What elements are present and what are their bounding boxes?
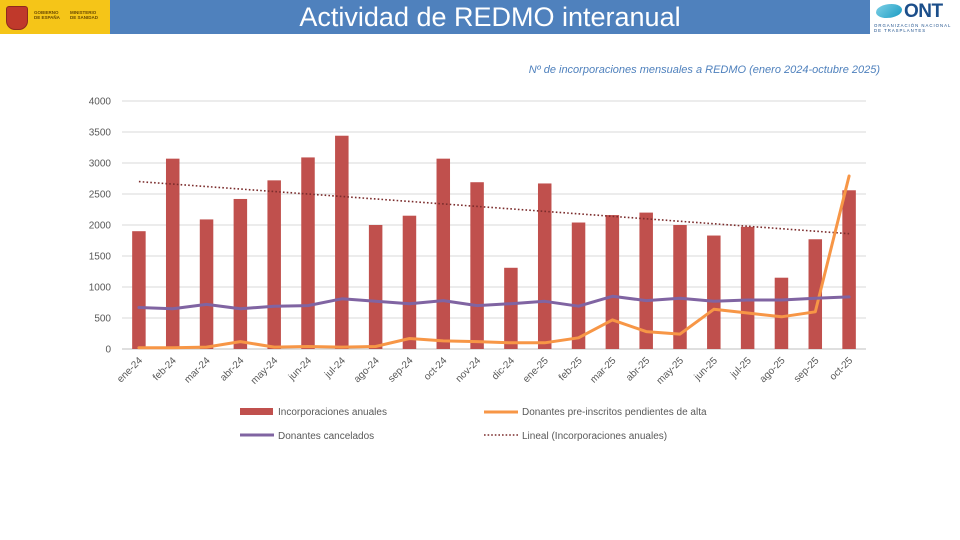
coat-of-arms-icon (6, 6, 28, 30)
bars (132, 135, 856, 349)
x-tick-label: feb-25 (557, 355, 585, 383)
bar (774, 277, 789, 349)
gov-line2: DE ESPAÑA (34, 15, 60, 20)
x-tick-label: mar-24 (182, 355, 212, 385)
x-tick-label: ago-25 (758, 355, 788, 385)
x-tick-label: dic-24 (490, 355, 517, 382)
bar (301, 157, 315, 349)
y-tick-label: 3500 (89, 128, 112, 139)
x-tick-label: oct-24 (422, 355, 450, 383)
bar (335, 135, 349, 349)
bar (165, 158, 180, 349)
ont-logo: ONT ORGANIZACIÓN NACIONAL DE TRASPLANTES (870, 0, 960, 34)
gridlines (122, 100, 866, 350)
x-tick-label: nov-24 (454, 355, 484, 385)
gov-text-2: MINISTERIO DE SANIDAD (70, 10, 98, 20)
y-axis-ticks: 0 500 1000 1500 2000 2500 3000 3500 4000 (89, 97, 112, 356)
pending-line (137, 174, 851, 350)
ont-name: ONT (904, 1, 943, 22)
x-tick-label: jul-25 (728, 355, 754, 381)
bar (707, 235, 721, 349)
y-tick-label: 3000 (89, 159, 112, 170)
y-tick-label: 4000 (89, 97, 112, 108)
ont-subtitle: ORGANIZACIÓN NACIONAL DE TRASPLANTES (874, 23, 951, 33)
x-tick-label: abr-25 (624, 355, 653, 384)
x-tick-label: may-24 (249, 355, 281, 387)
x-axis-ticks: ene-24 feb-24 mar-24 abr-24 may-24 jun-24 jul-… (115, 355, 855, 387)
bar (267, 180, 281, 349)
x-tick-label: ago-24 (352, 355, 382, 385)
x-tick-label: sep-24 (386, 355, 416, 385)
gov-text-1: GOBIERNO DE ESPAÑA (34, 10, 60, 20)
bar (537, 183, 552, 349)
gov-line4: DE SANIDAD (70, 15, 99, 20)
x-tick-label: ene-24 (115, 355, 145, 385)
x-tick-label: may-25 (655, 355, 687, 387)
chart-title: Nº de incorporaciones mensuales a REDMO … (528, 64, 880, 76)
ont-sub1: ORGANIZACIÓN NACIONAL (874, 23, 952, 28)
bar (842, 190, 856, 349)
header-bar: GOBIERNO DE ESPAÑA MINISTERIO DE SANIDAD… (0, 0, 960, 34)
legend-label-cancelled: Donantes cancelados (278, 431, 374, 442)
x-tick-label: sep-25 (792, 355, 822, 385)
trend-line (138, 180, 850, 235)
bar (740, 226, 755, 349)
page-title: Actividad de REDMO interanual (299, 2, 681, 32)
legend-swatch-bars (240, 408, 273, 415)
bar (639, 212, 653, 349)
bar (673, 225, 687, 349)
x-tick-label: abr-24 (218, 355, 247, 384)
y-tick-label: 1000 (89, 283, 112, 294)
bar (470, 182, 484, 349)
bar (199, 219, 214, 349)
x-tick-label: ene-25 (521, 355, 551, 385)
bar (233, 198, 248, 349)
x-tick-label: mar-25 (588, 355, 618, 385)
ont-wing-icon (876, 4, 902, 18)
bar (132, 231, 146, 349)
ont-sub2: DE TRASPLANTES (874, 28, 927, 33)
x-tick-label: jun-25 (692, 355, 720, 383)
bar (571, 222, 586, 349)
bar (368, 225, 383, 349)
bar (504, 267, 518, 349)
legend: Incorporaciones anuales Donantes pre-ins… (240, 407, 707, 442)
bar (605, 215, 620, 349)
y-tick-label: 0 (105, 345, 111, 356)
x-tick-label: oct-25 (828, 355, 856, 383)
legend-label-bars: Incorporaciones anuales (278, 407, 387, 418)
lines (137, 174, 851, 350)
gov-line1: GOBIERNO (34, 10, 59, 15)
y-tick-label: 2000 (89, 221, 112, 232)
legend-label-pending: Donantes pre-inscritos pendientes de alt… (522, 407, 707, 418)
y-tick-label: 1500 (89, 252, 112, 263)
legend-label-trend: Lineal (Incorporaciones anuales) (522, 431, 667, 442)
x-tick-label: feb-24 (151, 355, 179, 383)
gobierno-logo: GOBIERNO DE ESPAÑA MINISTERIO DE SANIDAD (0, 0, 110, 34)
gov-line3: MINISTERIO (70, 10, 97, 15)
y-tick-label: 2500 (89, 190, 112, 201)
y-tick-label: 500 (94, 314, 111, 325)
bar (402, 215, 417, 349)
bar (436, 158, 451, 349)
x-tick-label: jun-24 (286, 355, 314, 383)
x-tick-label: jul-24 (322, 355, 348, 381)
cancelled-line (137, 294, 851, 311)
bar (808, 239, 823, 349)
